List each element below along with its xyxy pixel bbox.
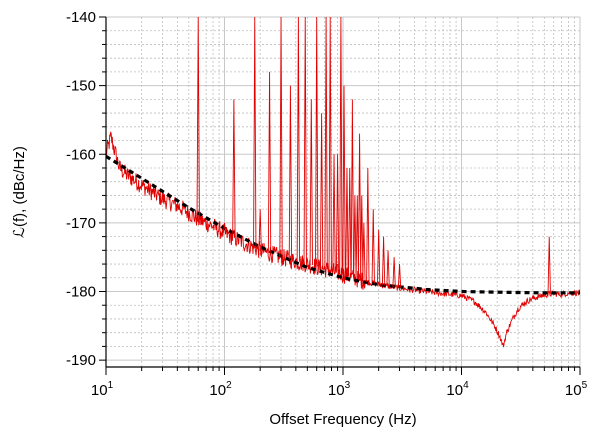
x-tick-base: 10: [209, 382, 226, 399]
spur-line: [222, 222, 227, 234]
x-tick-base: 10: [446, 382, 463, 399]
spur-line: [196, 17, 200, 220]
spur-line: [397, 264, 402, 289]
spur-line: [381, 236, 386, 286]
spur-line: [366, 167, 370, 283]
x-tick-label: 101: [91, 380, 114, 399]
spur-line: [335, 154, 340, 273]
x-tick-label: 105: [565, 380, 588, 399]
spur-line: [362, 222, 366, 282]
spur-line: [253, 17, 257, 248]
spur-line: [296, 17, 301, 262]
x-tick-label: 104: [446, 380, 469, 399]
x-tick-base: 10: [91, 382, 108, 399]
x-tick-exponent: 1: [108, 380, 114, 391]
spur-line: [353, 195, 357, 279]
spur-line: [392, 257, 396, 288]
spur-line: [332, 154, 336, 272]
spur-line: [339, 17, 343, 274]
spur-line: [350, 99, 355, 278]
x-tick-base: 10: [328, 382, 345, 399]
spur-line: [324, 17, 328, 270]
series-layer: [106, 17, 580, 348]
spur-line: [371, 209, 375, 284]
y-tick-labels: -140 -150 -160 -170 -180 -190: [66, 9, 96, 369]
y-tick-label: -190: [66, 352, 96, 369]
spur-line: [315, 17, 319, 267]
y-tick-label: -150: [66, 78, 96, 95]
spur-line: [547, 236, 551, 295]
y-tick-label: -180: [66, 284, 96, 301]
x-tick-label: 103: [328, 380, 351, 399]
spur-line: [377, 229, 381, 285]
spur-line: [342, 85, 346, 275]
x-tick-label: 102: [209, 380, 232, 399]
x-tick-exponent: 2: [226, 380, 232, 391]
y-tick-label: -140: [66, 9, 96, 26]
y-axis-title: ℒ(f), (dBc/Hz): [11, 146, 28, 238]
axes-layer: [99, 16, 581, 375]
spur-line: [232, 99, 236, 238]
spur-line: [360, 195, 364, 281]
spur-line: [288, 85, 293, 260]
spur-line: [355, 195, 359, 280]
x-tick-exponent: 5: [582, 380, 588, 391]
spur-line: [348, 167, 352, 277]
spur-line: [386, 250, 390, 287]
spur-line: [328, 17, 332, 271]
y-tick-label: -170: [66, 215, 96, 232]
x-tick-exponent: 4: [463, 380, 469, 391]
spur-line: [345, 167, 349, 276]
y-tick-label: -160: [66, 146, 96, 163]
x-tick-exponent: 3: [345, 380, 351, 391]
spur-line: [309, 99, 313, 266]
x-tick-labels: 101 102 103 104 105: [91, 380, 588, 399]
x-axis-title: Offset Frequency (Hz): [269, 411, 416, 428]
major-grid: [105, 16, 581, 367]
spur-line: [267, 71, 272, 254]
x-tick-base: 10: [565, 382, 582, 399]
spur-line: [258, 209, 262, 251]
spur-line: [279, 17, 283, 258]
spur-line: [319, 113, 324, 269]
spur-line: [357, 133, 362, 280]
spur-line: [303, 17, 307, 264]
